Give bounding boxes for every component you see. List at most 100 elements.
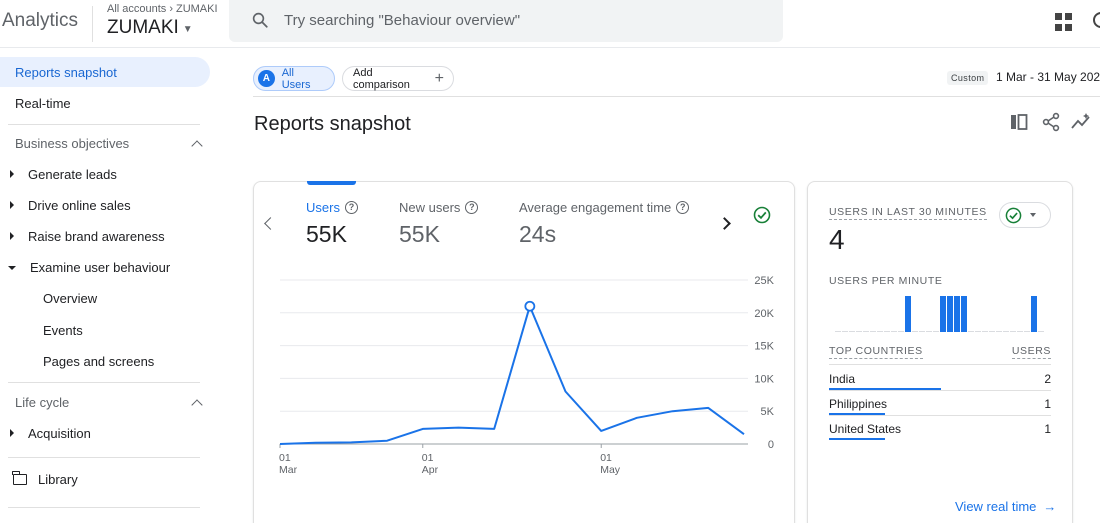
country-share-bar	[829, 413, 885, 415]
section-business-objectives[interactable]: Business objectives	[15, 136, 205, 152]
caret-right-icon	[10, 429, 14, 437]
per-minute-bar	[877, 331, 883, 332]
sidebar-item-reports-snapshot[interactable]: Reports snapshot	[0, 57, 210, 87]
help-icon[interactable]: ?	[344, 201, 358, 214]
per-minute-bar	[898, 331, 904, 332]
per-minute-bar	[1038, 331, 1044, 332]
sidebar-item-label: Overview	[43, 290, 98, 306]
metric-name: Average engagement time	[519, 200, 672, 215]
row-divider	[829, 415, 1051, 416]
x-tick-month: Mar	[279, 464, 298, 476]
chevron-up-icon	[191, 398, 203, 411]
plus-icon: +	[434, 69, 444, 87]
chevron-right-icon[interactable]	[718, 217, 731, 230]
check-circle-icon	[1005, 207, 1022, 223]
per-minute-bar	[940, 296, 946, 332]
view-real-time-link[interactable]: View real time →	[955, 499, 1056, 514]
add-comparison-button[interactable]: Add comparison +	[342, 66, 454, 91]
overview-card: Users ? 55K New users ? 55K Average enga…	[253, 181, 795, 523]
caret-right-icon	[10, 170, 14, 178]
y-tick-label: 25K	[754, 275, 774, 287]
segment-chip-all-users[interactable]: A All Users	[253, 66, 335, 91]
per-minute-bar	[1010, 331, 1016, 332]
users-column-label: USERS	[1011, 345, 1051, 359]
y-tick-label: 0	[768, 439, 774, 451]
sidebar-item-label: Generate leads	[28, 166, 117, 182]
sidebar-item-acquisition[interactable]: Acquisition	[0, 418, 210, 448]
per-minute-bar	[891, 331, 897, 332]
section-title: Business objectives	[15, 136, 130, 151]
account-avatar[interactable]	[1093, 12, 1100, 28]
per-minute-bar	[912, 331, 918, 332]
users-last-30-min-label: USERS IN LAST 30 MINUTES	[829, 206, 987, 220]
sidebar-item-real-time[interactable]: Real-time	[0, 88, 210, 118]
x-tick-day: 01	[279, 452, 291, 464]
compare-columns-icon[interactable]	[1009, 112, 1029, 132]
section-life-cycle[interactable]: Life cycle	[15, 395, 205, 411]
country-users: 1	[1044, 422, 1051, 436]
help-icon[interactable]: ?	[676, 201, 690, 214]
y-tick-label: 20K	[754, 308, 774, 320]
chevron-left-icon[interactable]	[264, 217, 277, 230]
toolbar-divider	[253, 96, 1100, 97]
per-minute-bar	[1024, 331, 1030, 332]
x-tick-month: May	[600, 464, 621, 476]
table-divider	[829, 364, 1051, 365]
sidebar-divider	[8, 507, 200, 508]
y-tick-label: 15K	[754, 341, 774, 353]
page-title: Reports snapshot	[254, 113, 411, 135]
per-minute-bar	[926, 331, 932, 332]
realtime-users-value: 4	[829, 224, 845, 255]
section-title: Life cycle	[15, 395, 70, 410]
check-circle-icon[interactable]	[751, 204, 773, 226]
breadcrumb-all-accounts[interactable]: All accounts	[107, 3, 167, 15]
account-breadcrumb[interactable]: All accounts › ZUMAKI	[107, 3, 218, 15]
country-share-bar	[829, 388, 941, 390]
realtime-card: USERS IN LAST 30 MINUTES 4 USERS PER MIN…	[807, 181, 1073, 523]
search-placeholder: Try searching "Behaviour overview"	[284, 12, 521, 29]
metric-users[interactable]: Users ? 55K	[306, 200, 358, 248]
insights-icon[interactable]	[1071, 112, 1091, 132]
metric-average-engagement-time[interactable]: Average engagement time ? 24s	[519, 200, 690, 248]
per-minute-bar	[996, 331, 1002, 332]
country-row: United States 1	[829, 416, 1051, 441]
segment-label: All Users	[281, 66, 311, 91]
sidebar-item-examine-user-behaviour[interactable]: Examine user behaviour	[0, 252, 210, 282]
sidebar-item-generate-leads[interactable]: Generate leads	[0, 159, 210, 189]
account-picker[interactable]: ZUMAKI ▼	[107, 17, 193, 39]
realtime-status-dropdown[interactable]	[999, 202, 1051, 228]
row-divider	[829, 390, 1051, 391]
sidebar-subitem-events[interactable]: Events	[0, 315, 210, 345]
chevron-up-icon	[191, 139, 203, 152]
countries-table-header: TOP COUNTRIES USERS	[829, 345, 1051, 359]
sidebar-subitem-overview[interactable]: Overview	[0, 283, 210, 313]
breadcrumb-account[interactable]: ZUMAKI	[175, 3, 218, 15]
sidebar-item-library[interactable]: Library	[0, 464, 210, 494]
share-icon[interactable]	[1041, 112, 1061, 132]
search-input[interactable]: Try searching "Behaviour overview"	[229, 0, 783, 42]
country-share-bar	[829, 438, 885, 440]
sidebar-item-drive-online-sales[interactable]: Drive online sales	[0, 190, 210, 220]
sidebar-item-raise-brand-awareness[interactable]: Raise brand awareness	[0, 221, 210, 251]
country-row: Philippines 1	[829, 391, 1051, 416]
peak-data-point	[524, 300, 536, 312]
per-minute-bar	[1003, 331, 1009, 332]
per-minute-bar	[905, 296, 911, 332]
country-users: 2	[1044, 372, 1051, 386]
metric-label: Users ?	[306, 200, 358, 215]
metric-new-users[interactable]: New users ? 55K	[399, 200, 479, 248]
segment-letter-badge: A	[258, 70, 275, 87]
per-minute-bar	[975, 331, 981, 332]
date-range-picker[interactable]: 1 Mar - 31 May 202	[996, 70, 1100, 84]
country-name: Philippines	[829, 397, 888, 411]
chevron-right-icon: ›	[169, 3, 173, 15]
sidebar-item-label: Raise brand awareness	[28, 228, 165, 244]
sidebar-subitem-pages-and-screens[interactable]: Pages and screens	[0, 346, 210, 376]
arrow-right-icon: →	[1043, 499, 1057, 514]
per-minute-bar	[968, 331, 974, 332]
per-minute-bar	[919, 331, 925, 332]
active-metric-indicator	[307, 181, 356, 185]
help-icon[interactable]: ?	[465, 201, 479, 214]
country-name: India	[829, 372, 856, 386]
apps-grid-icon[interactable]	[1055, 13, 1073, 31]
